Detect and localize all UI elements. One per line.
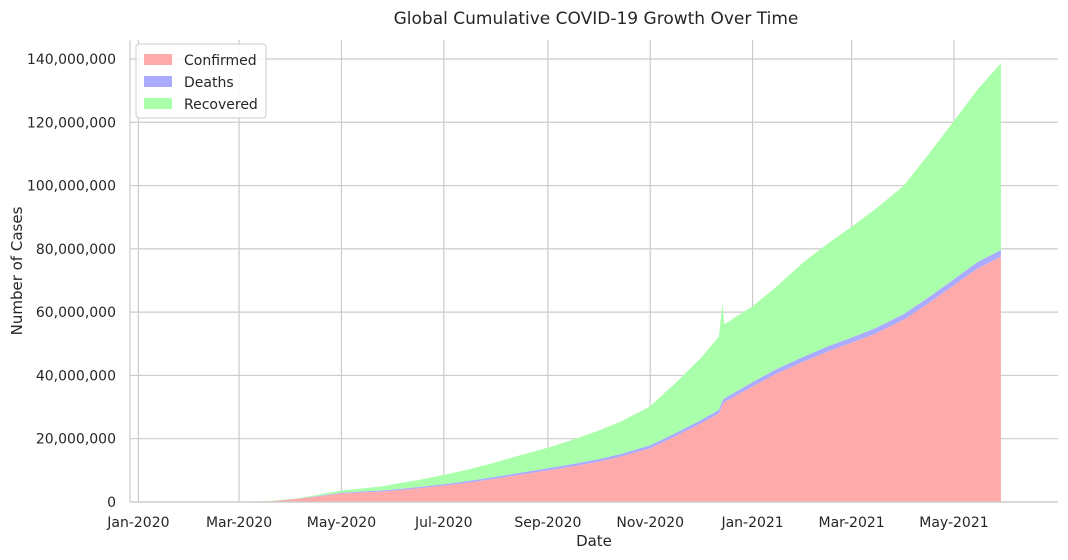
legend-label-confirmed: Confirmed [184,53,257,69]
legend-swatch-recovered [144,98,172,109]
area-series [173,63,1001,503]
area-recovered [173,63,1001,503]
axes [129,40,1058,503]
y-tick-label: 60,000,000 [36,305,116,321]
x-tick-label: May-2021 [919,515,988,531]
x-tick-label: Sep-2020 [514,515,581,531]
x-tick-label: Nov-2020 [616,515,684,531]
y-tick-label: 0 [107,495,116,511]
y-tick-labels: 0 20,000,000 40,000,000 60,000,000 80,000,00… [27,52,116,511]
y-tick-label: 20,000,000 [36,432,116,448]
chart-title: Global Cumulative COVID-19 Growth Over T… [394,9,799,29]
x-tick-label: Mar-2021 [818,515,884,531]
x-tick-label: Jul-2020 [414,515,473,531]
legend-swatch-deaths [144,76,172,87]
x-axis-label: Date [576,532,612,550]
legend-label-recovered: Recovered [184,97,258,113]
y-tick-label: 100,000,000 [27,179,116,195]
legend-swatch-confirmed [144,54,172,65]
area-confirmed [173,256,1001,502]
y-tick-label: 40,000,000 [36,368,116,384]
x-tick-label: Jan-2020 [106,515,169,531]
y-tick-label: 140,000,000 [27,52,116,68]
legend-label-deaths: Deaths [184,75,234,91]
x-tick-label: Mar-2020 [206,515,272,531]
x-tick-label: May-2020 [307,515,376,531]
x-tick-label: Jan-2021 [720,515,783,531]
y-tick-label: 80,000,000 [36,242,116,258]
y-axis-label: Number of Cases [8,206,26,335]
legend: Confirmed Deaths Recovered [135,43,267,119]
y-tick-label: 120,000,000 [27,115,116,131]
x-tick-labels: Jan-2020 Mar-2020 May-2020 Jul-2020 Sep-2020… [106,515,988,531]
